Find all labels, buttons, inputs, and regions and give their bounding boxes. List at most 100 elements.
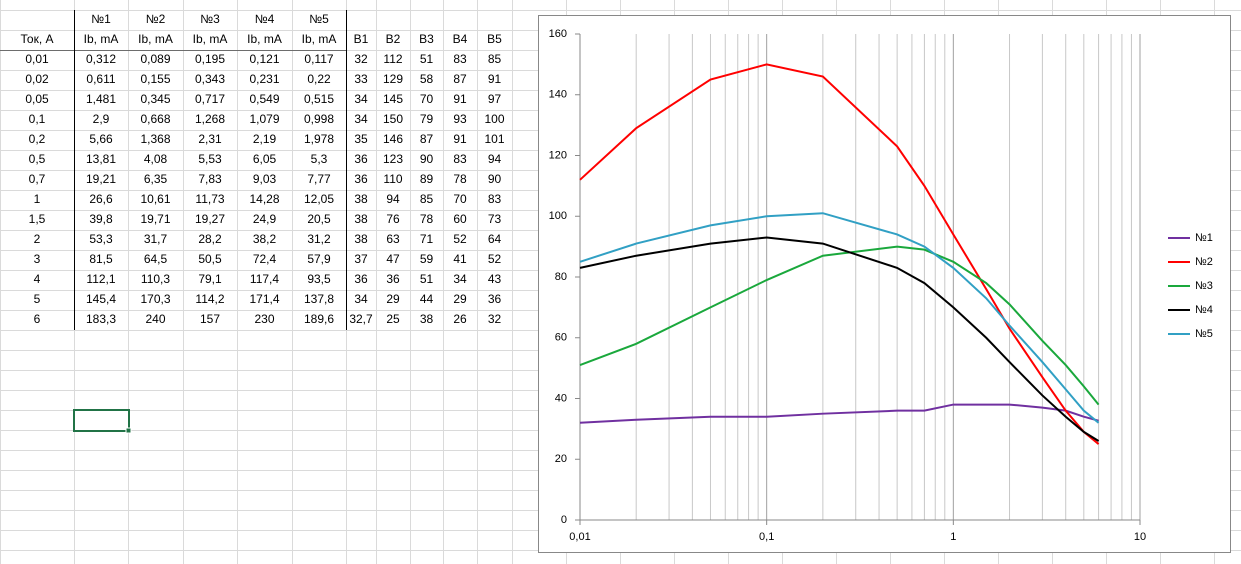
group-header: №5 (309, 12, 329, 26)
table-cell: 5,3 (311, 152, 328, 166)
table-cell: 31,2 (307, 232, 331, 246)
table-cell: 87 (453, 72, 467, 86)
group-header: №4 (255, 12, 275, 26)
table-cell: 79 (420, 112, 434, 126)
y-tick-label: 160 (549, 28, 567, 40)
table-cell: 41 (453, 252, 467, 266)
table-cell: 0,611 (86, 72, 115, 86)
table-cell: 0,121 (249, 52, 279, 66)
column-header: Ток, А (21, 32, 54, 46)
chart: 0,01 0,1 1 10020406080100120140160№1№2№3№4№… (538, 15, 1231, 553)
table-cell: 0,5 (29, 152, 46, 166)
table-cell: 36 (386, 272, 400, 286)
table-cell: 52 (453, 232, 467, 246)
table-cell: 72,4 (253, 252, 277, 266)
series-line (579, 236, 1100, 442)
table-cell: 100 (484, 112, 504, 126)
table-cell: 0,155 (140, 72, 170, 86)
y-tick-label: 40 (555, 392, 567, 404)
table-cell: 157 (200, 312, 220, 326)
table-cell: 34 (354, 112, 368, 126)
column-header: Ib, mA (84, 32, 119, 46)
table-cell: 0,089 (140, 52, 170, 66)
table-cell: 36 (354, 152, 368, 166)
y-tick-label: 120 (549, 149, 567, 161)
x-tick-label: 0,01 (569, 531, 590, 543)
series-line (579, 245, 1100, 406)
table-cell: 5,53 (198, 152, 222, 166)
table-cell: 146 (383, 132, 403, 146)
table-cell: 0,02 (25, 72, 49, 86)
table-cell: 26,6 (89, 192, 113, 206)
table-cell: 39,8 (89, 212, 113, 226)
table-cell: 7,77 (307, 172, 331, 186)
table-cell: 76 (386, 212, 400, 226)
table-cell: 12,05 (304, 192, 334, 206)
table-cell: 60 (453, 212, 467, 226)
x-tick-label: 10 (1134, 531, 1146, 543)
fill-handle (125, 427, 132, 434)
table-cell: 29 (453, 292, 467, 306)
table-cell: 90 (488, 172, 502, 186)
table-cell: 33 (354, 72, 368, 86)
table-cell: 0,22 (307, 72, 331, 86)
table-cell: 78 (420, 212, 434, 226)
table-cell: 2 (34, 232, 41, 246)
table-cell: 57,9 (307, 252, 331, 266)
table-cell: 32 (488, 312, 502, 326)
table-cell: 28,2 (198, 232, 222, 246)
table-cell: 94 (386, 192, 400, 206)
table-cell: 0,2 (29, 132, 46, 146)
table-cell: 4 (34, 272, 41, 286)
table-cell: 44 (420, 292, 434, 306)
table-cell: 29 (386, 292, 400, 306)
y-tick-label: 20 (555, 453, 567, 465)
table-cell: 0,117 (304, 52, 333, 66)
table-cell: 94 (488, 152, 502, 166)
x-tick-label: 0,1 (759, 531, 774, 543)
table-cell: 83 (488, 192, 502, 206)
table-cell: 51 (420, 52, 434, 66)
table-cell: 50,5 (198, 252, 222, 266)
x-tick-label: 1 (950, 531, 956, 543)
table-cell: 13,81 (86, 152, 116, 166)
table-cell: 170,3 (140, 292, 170, 306)
table-cell: 6 (34, 312, 41, 326)
table-cell: 36 (488, 292, 502, 306)
table-cell: 171,4 (249, 292, 279, 306)
table-cell: 14,28 (249, 192, 279, 206)
table-cell: 71 (420, 232, 434, 246)
table-cell: 63 (386, 232, 400, 246)
table-cell: 101 (484, 132, 504, 146)
table-cell: 129 (383, 72, 403, 86)
series-line (579, 63, 1100, 445)
column-header: B3 (419, 32, 434, 46)
table-cell: 0,7 (29, 172, 46, 186)
table-cell: 38 (354, 212, 368, 226)
table-cell: 89 (420, 172, 434, 186)
table-cell: 0,01 (25, 52, 49, 66)
table-cell: 10,61 (140, 192, 170, 206)
table-cell: 70 (420, 92, 434, 106)
table-cell: 43 (488, 272, 502, 286)
table-cell: 0,1 (29, 112, 46, 126)
legend-label: №4 (1195, 304, 1213, 316)
series-line (579, 212, 1100, 424)
table-cell: 34 (453, 272, 467, 286)
table-cell: 19,27 (195, 212, 225, 226)
table-cell: 81,5 (89, 252, 113, 266)
table-cell: 85 (488, 52, 502, 66)
y-tick-label: 140 (549, 89, 567, 101)
table-cell: 0,195 (195, 52, 225, 66)
table-cell: 189,6 (304, 312, 334, 326)
table-cell: 47 (386, 252, 400, 266)
table-cell: 1,368 (140, 132, 170, 146)
table-cell: 93 (453, 112, 467, 126)
table-cell: 0,345 (140, 92, 170, 106)
table-cell: 53,3 (89, 232, 113, 246)
table-cell: 145 (383, 92, 403, 106)
table-cell: 59 (420, 252, 434, 266)
selected-cell (73, 409, 130, 432)
column-header: B4 (453, 32, 468, 46)
